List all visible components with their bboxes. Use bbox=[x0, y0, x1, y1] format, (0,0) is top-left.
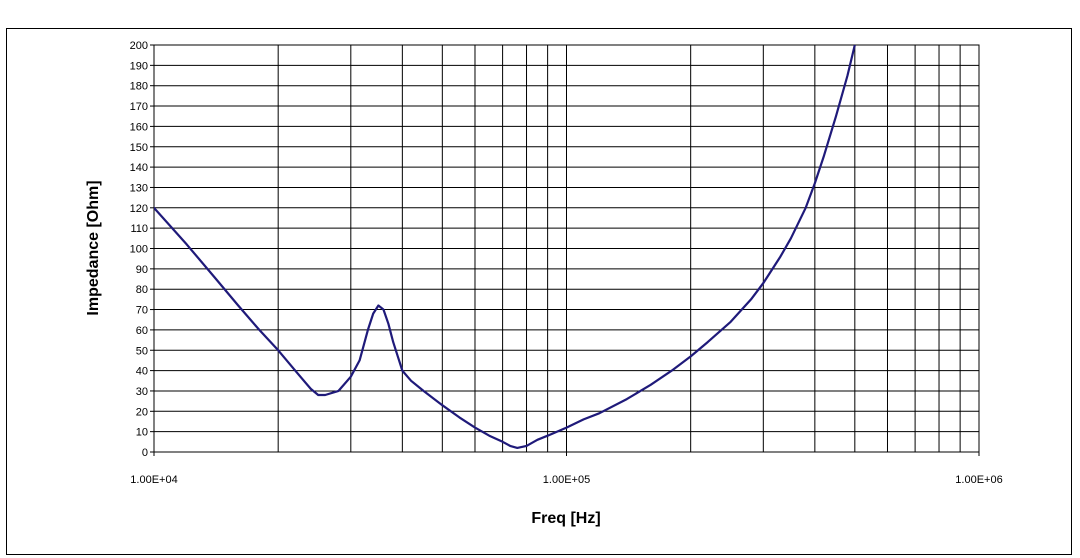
y-tick-label: 150 bbox=[130, 142, 148, 154]
y-tick-label: 70 bbox=[136, 305, 148, 317]
y-tick-label: 90 bbox=[136, 264, 148, 276]
y-tick-label: 0 bbox=[142, 447, 148, 459]
y-tick-label: 120 bbox=[130, 203, 148, 215]
y-tick-label: 30 bbox=[136, 386, 148, 398]
y-tick-label: 170 bbox=[130, 101, 148, 113]
x-tick-label: 1.00E+06 bbox=[955, 474, 1002, 486]
y-axis-title: Impedance [Ohm] bbox=[85, 180, 102, 315]
y-tick-label: 130 bbox=[130, 182, 148, 194]
y-tick-label: 20 bbox=[136, 406, 148, 418]
y-tick-label: 60 bbox=[136, 325, 148, 337]
grid-lines bbox=[153, 44, 980, 453]
series-layer bbox=[154, 45, 856, 449]
x-tick-label: 1.00E+05 bbox=[543, 474, 590, 486]
y-tick-label: 40 bbox=[136, 366, 148, 378]
y-tick-label: 50 bbox=[136, 345, 148, 357]
y-tick-label: 200 bbox=[130, 40, 148, 52]
y-tick-label: 110 bbox=[130, 223, 148, 235]
y-tick-label: 140 bbox=[130, 162, 148, 174]
y-tick-label: 180 bbox=[130, 81, 148, 93]
y-tick-label: 100 bbox=[130, 244, 148, 256]
y-tick-label: 10 bbox=[136, 427, 148, 439]
y-tick-label: 160 bbox=[130, 121, 148, 133]
y-tick-label: 190 bbox=[130, 60, 148, 72]
x-tick-label: 1.00E+04 bbox=[130, 474, 177, 486]
impedance-series-line bbox=[154, 45, 856, 449]
y-tick-label: 80 bbox=[136, 284, 148, 296]
x-axis-title: Freq [Hz] bbox=[531, 510, 600, 527]
tick-labels: 0 10 20 30 40 50 60 70 80 90 100 110 120 130 140 150 160… bbox=[130, 40, 1003, 486]
